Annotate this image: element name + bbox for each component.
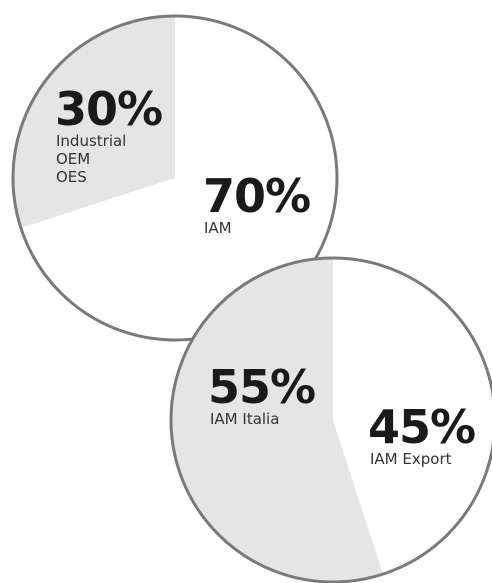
slice-value-label: 45% bbox=[368, 400, 475, 454]
pie-slice bbox=[333, 258, 492, 575]
slice-category-label: Industrial bbox=[56, 132, 126, 150]
pie-slice bbox=[171, 258, 384, 583]
slice-category-label: IAM Italia bbox=[210, 410, 279, 428]
slice-value-label: 70% bbox=[203, 169, 310, 223]
pie-outline bbox=[169, 256, 492, 583]
slice-category-label: OEM bbox=[56, 150, 90, 168]
slice-category-label: IAM bbox=[204, 219, 232, 237]
slice-value-label: 30% bbox=[55, 82, 162, 136]
pie-outline bbox=[11, 14, 339, 342]
pie-slice bbox=[20, 16, 338, 341]
slice-category-label: IAM Export bbox=[370, 450, 452, 468]
pie-chart-segment-mix: 30% Industrial OEM OES 70% IAM bbox=[11, 14, 339, 342]
slice-category-label: OES bbox=[56, 168, 87, 186]
pie-chart-iam-split: 55% IAM Italia 45% IAM Export bbox=[169, 256, 492, 583]
pie-slice bbox=[12, 16, 176, 229]
slice-value-label: 55% bbox=[208, 360, 315, 414]
